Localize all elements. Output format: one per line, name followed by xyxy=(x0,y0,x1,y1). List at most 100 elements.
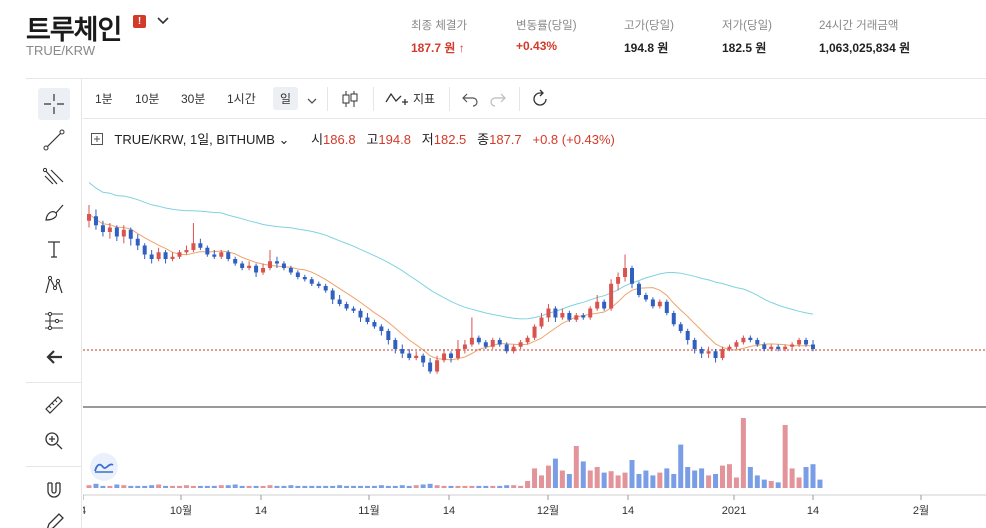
candle-body xyxy=(811,344,815,349)
candle-body xyxy=(797,340,802,345)
timeframe-1min[interactable]: 1분 xyxy=(95,92,113,106)
volume-bar xyxy=(740,418,746,488)
candle-body xyxy=(170,256,175,259)
magnet-icon[interactable] xyxy=(38,474,70,506)
candle-body xyxy=(553,308,558,318)
pencil-icon[interactable] xyxy=(38,507,70,528)
legend-high: 194.8 xyxy=(378,132,411,147)
volume-bar xyxy=(149,485,155,488)
stat-label: 변동률(당일) xyxy=(516,20,577,32)
candle-body xyxy=(518,342,523,347)
legend-toggle-icon[interactable] xyxy=(91,133,103,148)
volume-bar xyxy=(636,474,642,488)
timeframe-10min[interactable]: 10분 xyxy=(135,92,160,106)
candle-body xyxy=(121,229,126,237)
volume-bar xyxy=(504,485,510,488)
candle-body xyxy=(414,355,419,358)
volume-bar xyxy=(121,485,127,488)
candlestick-type-icon[interactable] xyxy=(341,89,359,114)
volume-bar xyxy=(204,485,210,488)
x-tick-label: 14 xyxy=(807,505,819,517)
candle-body xyxy=(630,268,634,284)
toolbar-divider xyxy=(26,382,82,383)
volume-bar xyxy=(539,475,544,488)
undo-icon[interactable] xyxy=(461,91,479,112)
ruler-icon[interactable] xyxy=(38,389,70,421)
candle-body xyxy=(720,349,725,358)
candle-body xyxy=(226,252,231,259)
candle-body xyxy=(421,355,426,363)
candle-body xyxy=(581,315,586,318)
candle-body xyxy=(268,261,272,268)
candle-body xyxy=(212,254,217,257)
arrow-left-icon[interactable] xyxy=(38,341,70,373)
stat-label: 최종 체결가 xyxy=(411,20,468,32)
toolbar-divider xyxy=(449,87,450,111)
timeframe-dropdown-icon[interactable] xyxy=(307,93,317,111)
volume-bar xyxy=(566,474,572,488)
x-tick-label: 14 xyxy=(255,505,267,517)
volume-bar xyxy=(427,483,433,488)
timeframe-1hour[interactable]: 1시간 xyxy=(227,92,256,106)
candlestick-chart[interactable]: 4 10월 14 11월 14 12월 14 2021 14 2월 xyxy=(83,120,986,528)
volume-bar xyxy=(803,467,809,488)
trend-line-icon[interactable] xyxy=(38,124,70,156)
indicators-button[interactable]: 지표 xyxy=(413,92,436,106)
candle-body xyxy=(198,243,203,248)
chevron-down-icon[interactable] xyxy=(155,12,171,28)
volume-bar xyxy=(622,472,628,488)
timeframe-day[interactable]: 일 xyxy=(273,87,299,110)
candle-body xyxy=(128,229,133,239)
candle-body xyxy=(490,340,495,347)
volume-bar xyxy=(692,470,698,488)
candle-body xyxy=(386,331,391,340)
candle-body xyxy=(337,299,342,304)
text-tool-icon[interactable] xyxy=(38,233,70,265)
candle-body xyxy=(664,301,669,313)
volume-bar xyxy=(761,479,767,488)
candle-body xyxy=(379,326,384,331)
candle-body xyxy=(442,353,447,361)
candle-body xyxy=(706,351,711,354)
stat-last-price: 최종 체결가 187.7 원 ↑ xyxy=(411,17,467,56)
candle-body xyxy=(588,308,593,318)
volume-indicator-icon[interactable] xyxy=(89,452,119,487)
ma-short-line xyxy=(88,213,813,361)
volume-bar xyxy=(100,485,106,488)
timeframe-30min[interactable]: 30분 xyxy=(181,92,206,106)
candle-body xyxy=(643,295,648,300)
candle-body xyxy=(546,308,551,318)
brush-icon[interactable] xyxy=(38,197,70,229)
redo-icon[interactable] xyxy=(489,91,507,112)
prediction-icon[interactable] xyxy=(38,305,70,337)
volume-bar xyxy=(378,485,384,488)
volume-bar xyxy=(497,485,503,488)
volume-bar xyxy=(309,485,315,488)
zoom-in-icon[interactable] xyxy=(38,425,70,457)
indicators-icon[interactable] xyxy=(385,90,409,113)
refresh-icon[interactable] xyxy=(530,89,550,114)
stat-change-rate: 변동률(당일) +0.43% xyxy=(516,17,577,53)
candle-body xyxy=(574,315,579,320)
chart-legend: TRUE/KRW, 1일, BITHUMB ⌄ 시186.8 고194.8 저1… xyxy=(91,129,615,148)
toolbar-divider xyxy=(373,87,374,111)
volume-bar xyxy=(288,485,294,488)
volume-bar xyxy=(671,474,677,488)
candle-body xyxy=(274,261,279,264)
warning-badge[interactable]: ! xyxy=(133,15,146,28)
candle-body xyxy=(233,259,238,264)
pattern-icon[interactable] xyxy=(38,269,70,301)
candle-body xyxy=(184,250,189,253)
volume-bar xyxy=(532,468,538,488)
volume-bar xyxy=(706,475,712,488)
candle-body xyxy=(560,313,565,318)
legend-symbol[interactable]: TRUE/KRW, 1일, BITHUMB xyxy=(114,132,275,147)
candle-body xyxy=(344,304,349,309)
fib-fan-icon[interactable] xyxy=(38,161,70,193)
stat-24h-volume: 24시간 거래금액 1,063,025,834 원 xyxy=(819,17,910,56)
legend-chevron-icon[interactable]: ⌄ xyxy=(278,132,290,147)
candle-body xyxy=(532,326,537,338)
crosshair-icon[interactable] xyxy=(38,88,70,120)
volume-bar xyxy=(156,484,162,488)
volume-bar xyxy=(406,485,412,488)
